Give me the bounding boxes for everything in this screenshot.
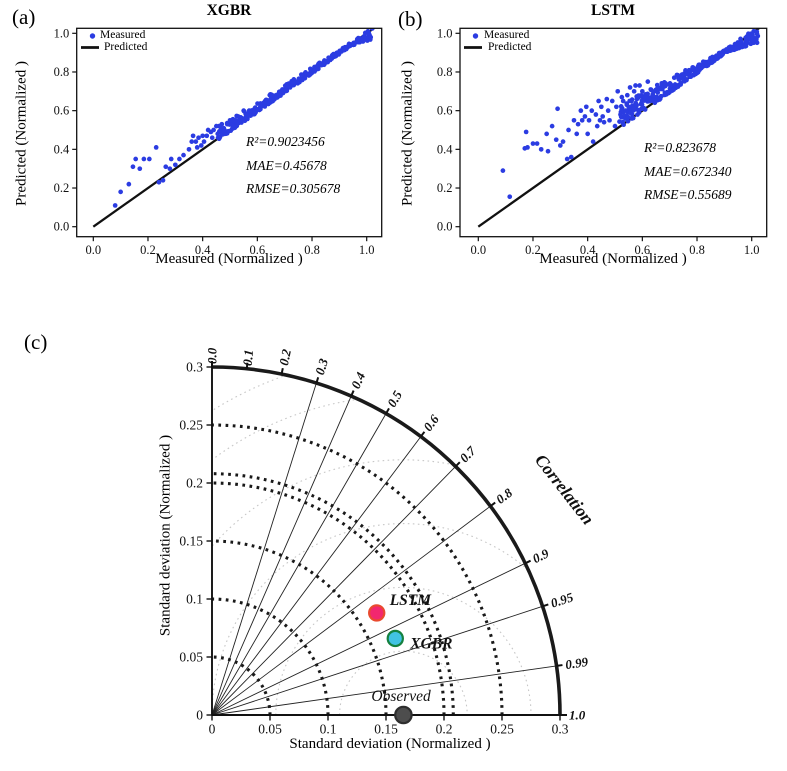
svg-text:0.2: 0.2 bbox=[276, 347, 294, 366]
svg-text:0.8: 0.8 bbox=[493, 485, 515, 507]
panel-a-rmse: RMSE=0.305678 bbox=[246, 181, 341, 196]
svg-text:0.2: 0.2 bbox=[436, 722, 453, 737]
svg-text:0.1: 0.1 bbox=[186, 592, 203, 607]
svg-text:0.05: 0.05 bbox=[179, 650, 203, 665]
lstm-scatter-plot: 0.0 0.2 0.4 0.6 0.8 1.0 0.0 0.2 0.4 0.6 0.8 1.0 bbox=[437, 26, 768, 257]
svg-text:1.0: 1.0 bbox=[569, 708, 586, 723]
svg-text:0.7: 0.7 bbox=[457, 443, 479, 465]
svg-text:0.5: 0.5 bbox=[384, 388, 405, 410]
svg-text:1.0: 1.0 bbox=[359, 243, 375, 257]
panel-a-stats: R²=0.9023456 MAE=0.45678 RMSE=0.305678 bbox=[246, 130, 340, 201]
svg-text:0.4: 0.4 bbox=[437, 142, 453, 156]
panel-a-xaxis-label: Measured (Normalized ) bbox=[155, 251, 303, 267]
svg-text:LSTM: LSTM bbox=[389, 592, 433, 609]
panel-c-yaxis-label: Standard deviation (Normalized ) bbox=[157, 434, 174, 637]
panel-b-legend-predicted: Predicted bbox=[488, 41, 532, 53]
svg-text:0.2: 0.2 bbox=[437, 181, 453, 195]
panel-b-letter: (b) bbox=[398, 7, 423, 31]
svg-text:0.2: 0.2 bbox=[186, 476, 203, 491]
svg-text:0.1: 0.1 bbox=[240, 349, 257, 367]
svg-text:0.0: 0.0 bbox=[470, 243, 486, 257]
panel-a-legend-measured: Measured bbox=[100, 29, 146, 41]
svg-text:0.25: 0.25 bbox=[490, 722, 514, 737]
panel-b-title: LSTM bbox=[591, 2, 635, 19]
svg-text:0.15: 0.15 bbox=[179, 534, 203, 549]
taylor-diagram: 0 0.05 0.1 0.15 0.2 0.25 0.3 0 0.05 0.1 0.15 0.2 0.2… bbox=[179, 347, 598, 737]
svg-text:0.6: 0.6 bbox=[420, 412, 442, 434]
svg-text:0.8: 0.8 bbox=[437, 65, 453, 79]
panel-a-letter: (a) bbox=[12, 5, 36, 29]
svg-text:1.0: 1.0 bbox=[437, 26, 453, 40]
svg-text:0.8: 0.8 bbox=[304, 243, 320, 257]
panel-a-mae: MAE=0.45678 bbox=[246, 157, 327, 173]
svg-text:0.3: 0.3 bbox=[312, 356, 331, 376]
svg-text:0.15: 0.15 bbox=[374, 722, 398, 737]
taylor-point-lstm bbox=[368, 604, 386, 622]
svg-text:1.0: 1.0 bbox=[744, 243, 760, 257]
taylor-point-observed bbox=[394, 705, 413, 725]
svg-text:0.6: 0.6 bbox=[437, 104, 453, 118]
svg-text:0.2: 0.2 bbox=[54, 181, 70, 195]
svg-text:0.9: 0.9 bbox=[530, 545, 552, 566]
svg-text:0.3: 0.3 bbox=[186, 360, 203, 375]
svg-text:0.8: 0.8 bbox=[689, 243, 705, 257]
svg-text:0.0: 0.0 bbox=[54, 220, 70, 234]
svg-text:0.05: 0.05 bbox=[258, 722, 282, 737]
svg-text:0.4: 0.4 bbox=[54, 142, 70, 156]
panel-c-xaxis-label: Standard deviation (Normalized ) bbox=[289, 736, 491, 752]
svg-text:0.6: 0.6 bbox=[54, 104, 70, 118]
svg-text:0.2: 0.2 bbox=[140, 243, 156, 257]
panel-b-mae: MAE=0.672340 bbox=[644, 163, 732, 179]
panel-b-r2: R²=0.823678 bbox=[644, 140, 717, 155]
svg-text:0.95: 0.95 bbox=[549, 589, 576, 611]
svg-text:0.6: 0.6 bbox=[250, 243, 266, 257]
svg-text:XGBR: XGBR bbox=[409, 635, 452, 652]
svg-text:0.1: 0.1 bbox=[320, 722, 337, 737]
svg-text:0: 0 bbox=[209, 722, 216, 737]
svg-text:0.6: 0.6 bbox=[635, 243, 651, 257]
svg-text:0.25: 0.25 bbox=[179, 418, 203, 433]
panel-a-title: XGBR bbox=[206, 2, 252, 19]
panel-a-r2: R²=0.9023456 bbox=[246, 134, 325, 149]
svg-text:0: 0 bbox=[196, 708, 203, 723]
svg-text:0.3: 0.3 bbox=[552, 722, 569, 737]
svg-text:0.0: 0.0 bbox=[437, 220, 453, 234]
svg-text:0.8: 0.8 bbox=[54, 65, 70, 79]
svg-text:0.0: 0.0 bbox=[85, 243, 101, 257]
panel-b-rmse: RMSE=0.55689 bbox=[644, 187, 732, 202]
svg-text:0.4: 0.4 bbox=[348, 369, 368, 390]
svg-text:0.4: 0.4 bbox=[580, 243, 596, 257]
svg-text:0.99: 0.99 bbox=[564, 654, 589, 672]
panel-a-yaxis-label: Predicted (Normalized ) bbox=[13, 61, 30, 206]
taylor-point-xgbr bbox=[386, 629, 404, 648]
svg-text:Observed: Observed bbox=[371, 688, 431, 705]
panel-b-xaxis-label: Measured (Normalized ) bbox=[539, 251, 687, 267]
xgbr-scatter-plot: 0.0 0.2 0.4 0.6 0.8 1.0 0.0 0.2 0.4 0.6 0.8 1.0 bbox=[54, 26, 383, 257]
svg-text:0.2: 0.2 bbox=[525, 243, 541, 257]
panel-c-letter: (c) bbox=[24, 330, 48, 354]
panel-b-legend-measured: Measured bbox=[484, 29, 530, 41]
panel-b-yaxis-label: Predicted (Normalized ) bbox=[399, 61, 416, 206]
svg-text:0.0: 0.0 bbox=[205, 347, 220, 364]
panel-a-legend-predicted: Predicted bbox=[104, 41, 148, 53]
svg-text:Correlation: Correlation bbox=[531, 450, 598, 528]
panel-b-stats: R²=0.823678 MAE=0.672340 RMSE=0.55689 bbox=[644, 136, 731, 207]
svg-text:1.0: 1.0 bbox=[54, 26, 70, 40]
svg-text:0.4: 0.4 bbox=[195, 243, 211, 257]
